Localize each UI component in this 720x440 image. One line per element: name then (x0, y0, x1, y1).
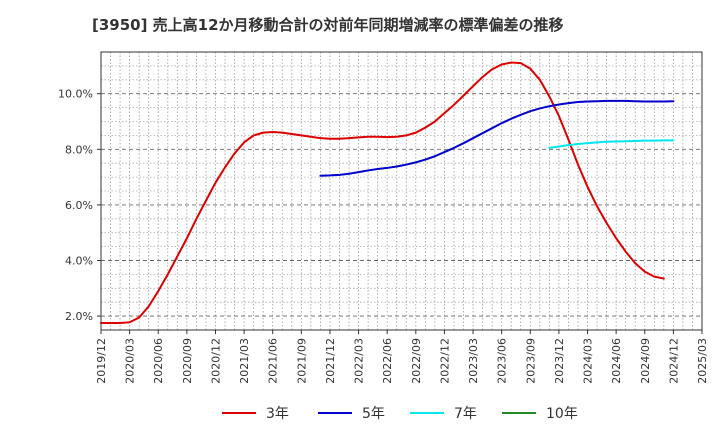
x-tick-label: 2024/06 (610, 338, 623, 384)
x-tick-label: 2024/09 (639, 338, 652, 384)
series-line-2 (319, 99, 675, 177)
x-tick-label: 2023/03 (467, 338, 480, 384)
y-tick-label: 2.0% (65, 310, 93, 323)
x-tick-label: 2022/03 (353, 338, 366, 384)
x-tick-label: 2024/03 (582, 338, 595, 384)
x-tick-label: 2021/06 (267, 338, 280, 384)
y-tick-label: 4.0% (65, 255, 93, 268)
x-tick-label: 2023/12 (553, 338, 566, 384)
x-tick-label: 2025/03 (696, 338, 709, 384)
x-tick-label: 2021/03 (238, 338, 251, 384)
y-tick-label: 10.0% (58, 88, 93, 101)
y-tick-label: 8.0% (65, 143, 93, 156)
legend-label-1: 3年 (266, 406, 289, 422)
x-tick-label: 2022/12 (438, 338, 451, 384)
x-tick-label: 2020/09 (181, 338, 194, 384)
x-tick-label: 2020/03 (124, 338, 137, 384)
x-tick-label: 2024/12 (667, 338, 680, 384)
legend-label-2: 5年 (362, 406, 385, 422)
y-tick-label: 6.0% (65, 199, 93, 212)
x-tick-label: 2019/12 (95, 338, 108, 384)
legend-label-4: 10年 (546, 406, 578, 422)
series-line-3 (548, 139, 675, 149)
chart-title: [3950] 売上高12か月移動合計の対前年同期増減率の標準偏差の推移 (92, 16, 564, 34)
legend-label-3: 7年 (454, 406, 477, 422)
x-tick-label: 2020/06 (152, 338, 165, 384)
series-line-1 (100, 61, 665, 325)
x-tick-label: 2022/09 (410, 338, 423, 384)
x-tick-label: 2021/09 (295, 338, 308, 384)
x-tick-label: 2021/12 (324, 338, 337, 384)
x-tick-label: 2020/12 (209, 338, 222, 384)
x-tick-label: 2023/06 (496, 338, 509, 384)
x-tick-label: 2023/09 (524, 338, 537, 384)
x-tick-label: 2022/06 (381, 338, 394, 384)
plot-frame (100, 51, 703, 331)
